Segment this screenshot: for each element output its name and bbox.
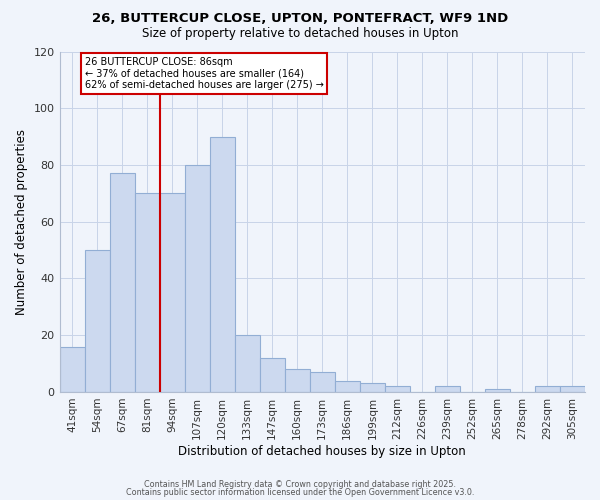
Bar — [260, 358, 285, 392]
X-axis label: Distribution of detached houses by size in Upton: Distribution of detached houses by size … — [178, 444, 466, 458]
Bar — [560, 386, 585, 392]
Text: 26, BUTTERCUP CLOSE, UPTON, PONTEFRACT, WF9 1ND: 26, BUTTERCUP CLOSE, UPTON, PONTEFRACT, … — [92, 12, 508, 26]
Bar — [335, 380, 360, 392]
Bar — [85, 250, 110, 392]
Bar — [360, 384, 385, 392]
Bar — [134, 194, 160, 392]
Bar — [185, 165, 209, 392]
Text: Size of property relative to detached houses in Upton: Size of property relative to detached ho… — [142, 28, 458, 40]
Bar — [285, 370, 310, 392]
Bar — [310, 372, 335, 392]
Text: 26 BUTTERCUP CLOSE: 86sqm
← 37% of detached houses are smaller (164)
62% of semi: 26 BUTTERCUP CLOSE: 86sqm ← 37% of detac… — [85, 57, 323, 90]
Text: Contains HM Land Registry data © Crown copyright and database right 2025.: Contains HM Land Registry data © Crown c… — [144, 480, 456, 489]
Bar — [435, 386, 460, 392]
Bar — [209, 136, 235, 392]
Bar — [110, 174, 134, 392]
Bar — [485, 389, 510, 392]
Y-axis label: Number of detached properties: Number of detached properties — [15, 128, 28, 314]
Bar — [160, 194, 185, 392]
Bar — [235, 335, 260, 392]
Bar — [59, 346, 85, 392]
Bar — [535, 386, 560, 392]
Text: Contains public sector information licensed under the Open Government Licence v3: Contains public sector information licen… — [126, 488, 474, 497]
Bar — [385, 386, 410, 392]
